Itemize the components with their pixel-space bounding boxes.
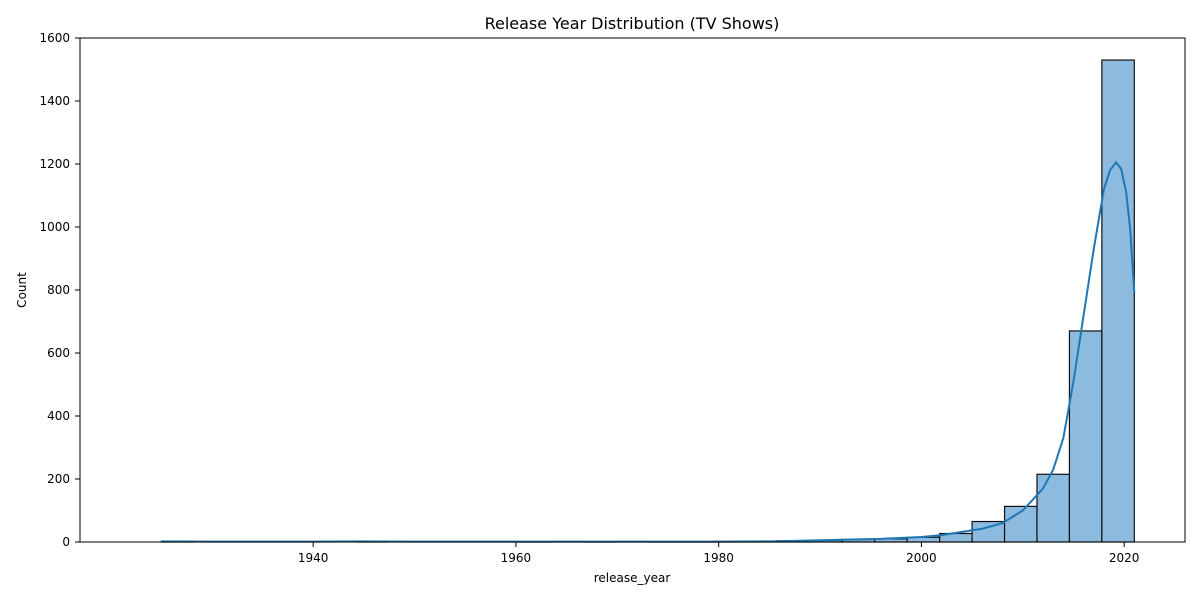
histogram-bar <box>1068 330 1103 543</box>
histogram-bar <box>1101 59 1135 543</box>
histogram-bar <box>1036 473 1071 543</box>
plot-frame <box>79 37 1186 543</box>
x-tick-label: 1940 <box>298 551 329 565</box>
y-tick-label: 1400 <box>39 94 70 108</box>
x-tick-label: 1960 <box>501 551 532 565</box>
y-tick-label: 0 <box>62 535 70 549</box>
y-axis-label: Count <box>15 272 29 308</box>
y-tick-label: 1600 <box>39 31 70 45</box>
x-axis-label: release_year <box>594 571 671 585</box>
chart-title: Release Year Distribution (TV Shows) <box>485 14 780 33</box>
y-axis-ticks: 0 200 400 600 800 1000 1200 1400 1600 <box>39 31 80 549</box>
kde-line <box>161 160 1136 543</box>
bars-layer <box>160 59 1135 543</box>
x-tick-label: 2000 <box>906 551 937 565</box>
x-axis-ticks: 1940 1960 1980 2000 2020 <box>298 542 1140 565</box>
y-tick-label: 400 <box>47 409 70 423</box>
y-tick-label: 200 <box>47 472 70 486</box>
x-tick-label: 2020 <box>1109 551 1140 565</box>
y-tick-label: 800 <box>47 283 70 297</box>
y-tick-label: 1200 <box>39 157 70 171</box>
y-tick-label: 600 <box>47 346 70 360</box>
x-tick-label: 1980 <box>703 551 734 565</box>
y-tick-label: 1000 <box>39 220 70 234</box>
